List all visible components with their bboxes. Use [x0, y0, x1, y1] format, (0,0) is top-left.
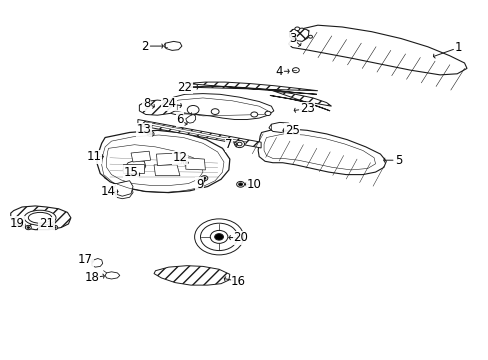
- Circle shape: [238, 183, 242, 186]
- Text: 21: 21: [39, 217, 54, 230]
- Circle shape: [250, 112, 257, 117]
- Text: 22: 22: [177, 81, 192, 94]
- Polygon shape: [185, 82, 317, 94]
- Ellipse shape: [28, 212, 52, 223]
- Ellipse shape: [24, 210, 56, 225]
- Circle shape: [234, 140, 244, 148]
- Polygon shape: [97, 130, 229, 193]
- Circle shape: [203, 177, 205, 179]
- Polygon shape: [123, 160, 145, 175]
- Circle shape: [292, 68, 299, 73]
- Polygon shape: [165, 94, 273, 120]
- Polygon shape: [113, 181, 133, 196]
- Polygon shape: [105, 272, 120, 279]
- Polygon shape: [139, 100, 177, 115]
- Circle shape: [264, 111, 270, 116]
- Text: 4: 4: [274, 65, 282, 78]
- Polygon shape: [156, 153, 182, 166]
- Text: 13: 13: [137, 123, 151, 136]
- Circle shape: [211, 109, 219, 114]
- Circle shape: [147, 131, 154, 136]
- Text: 9: 9: [195, 178, 203, 191]
- Text: 20: 20: [233, 231, 247, 244]
- Polygon shape: [163, 41, 182, 50]
- Circle shape: [210, 230, 227, 243]
- Polygon shape: [11, 206, 71, 230]
- Circle shape: [52, 225, 58, 230]
- Polygon shape: [100, 140, 209, 189]
- Text: 24: 24: [161, 97, 176, 110]
- Polygon shape: [131, 151, 150, 162]
- Text: 10: 10: [246, 178, 261, 191]
- Polygon shape: [185, 114, 195, 123]
- Polygon shape: [289, 28, 308, 41]
- Circle shape: [237, 142, 242, 146]
- Circle shape: [214, 234, 223, 240]
- Text: 18: 18: [84, 271, 99, 284]
- Text: 6: 6: [176, 113, 183, 126]
- Text: 5: 5: [394, 154, 402, 167]
- Circle shape: [194, 219, 243, 255]
- Polygon shape: [185, 158, 205, 170]
- Circle shape: [54, 227, 56, 228]
- Circle shape: [183, 160, 190, 165]
- Circle shape: [308, 35, 312, 38]
- Text: 11: 11: [86, 150, 101, 163]
- Polygon shape: [154, 266, 229, 285]
- Polygon shape: [154, 165, 180, 176]
- Polygon shape: [144, 122, 245, 144]
- Polygon shape: [138, 120, 261, 148]
- Text: 19: 19: [10, 217, 24, 230]
- Circle shape: [149, 133, 152, 135]
- Text: 17: 17: [78, 253, 93, 266]
- Circle shape: [236, 181, 244, 187]
- Text: 15: 15: [123, 166, 138, 179]
- Polygon shape: [123, 164, 144, 173]
- Circle shape: [27, 227, 29, 228]
- Polygon shape: [115, 182, 133, 199]
- Text: 16: 16: [231, 275, 245, 288]
- Polygon shape: [288, 25, 466, 75]
- Circle shape: [185, 162, 188, 164]
- Circle shape: [25, 225, 31, 230]
- Circle shape: [294, 27, 299, 31]
- Text: 3: 3: [288, 32, 296, 45]
- Text: 8: 8: [142, 97, 150, 110]
- Circle shape: [201, 176, 207, 181]
- Circle shape: [187, 105, 199, 114]
- Text: 12: 12: [172, 151, 187, 164]
- Polygon shape: [268, 122, 292, 132]
- Text: 7: 7: [224, 138, 232, 151]
- Polygon shape: [258, 129, 386, 175]
- Circle shape: [200, 223, 237, 251]
- Text: 2: 2: [141, 40, 148, 53]
- Polygon shape: [92, 258, 102, 267]
- Text: 14: 14: [101, 185, 116, 198]
- Text: 23: 23: [299, 102, 314, 115]
- Text: 25: 25: [285, 124, 299, 137]
- Text: 1: 1: [454, 41, 462, 54]
- Polygon shape: [269, 91, 331, 111]
